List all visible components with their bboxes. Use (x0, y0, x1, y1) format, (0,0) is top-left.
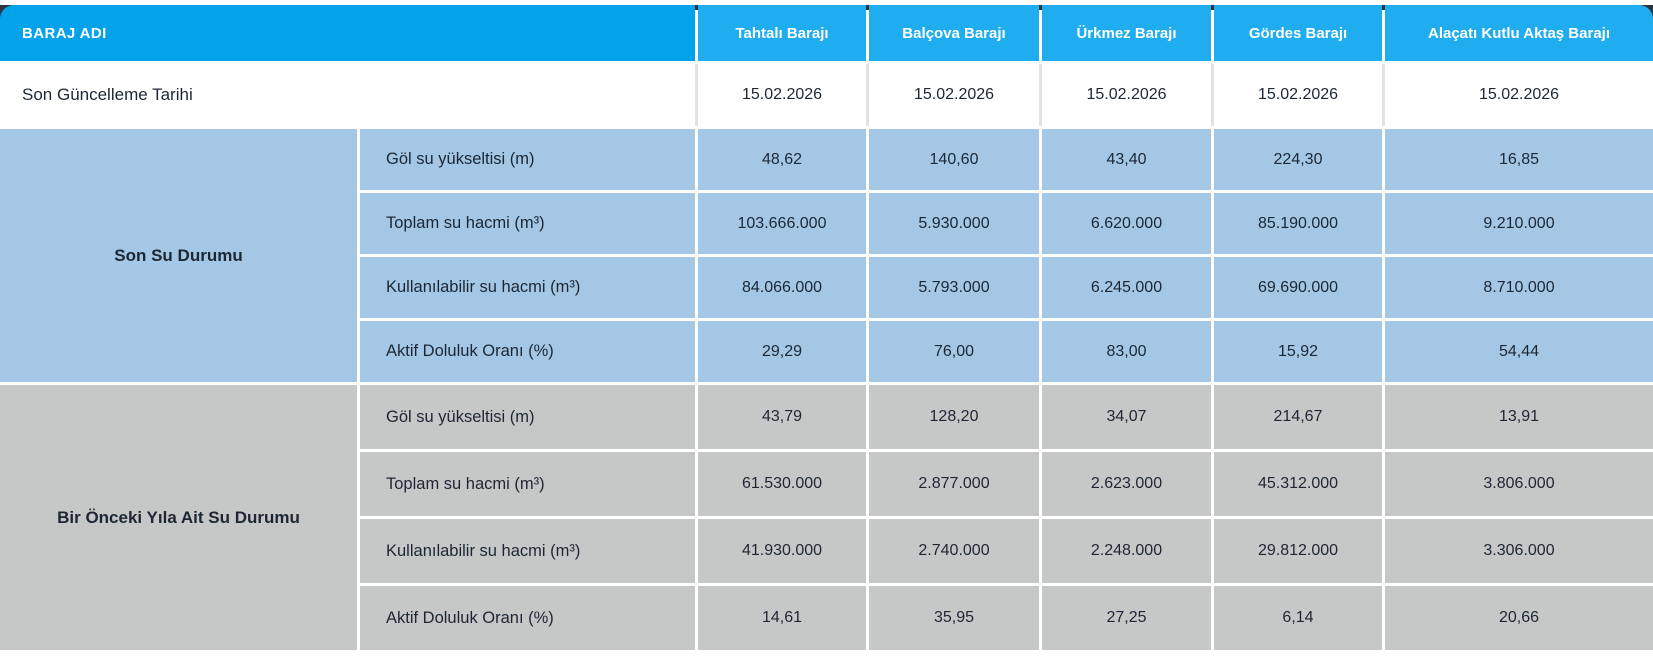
value-cell: 54,44 (1385, 321, 1653, 382)
update-date-value: 15.02.2026 (1042, 64, 1211, 126)
value-cell: 6,14 (1214, 586, 1382, 650)
value-cell: 20,66 (1385, 586, 1653, 650)
value-cell: 224,30 (1214, 129, 1382, 190)
value-cell: 2.248.000 (1042, 519, 1211, 583)
value-cell: 6.620.000 (1042, 193, 1211, 254)
metric-label: Aktif Doluluk Oranı (%) (360, 321, 695, 382)
value-cell: 43,79 (698, 385, 866, 449)
value-cell: 128,20 (869, 385, 1039, 449)
value-cell: 5.793.000 (869, 257, 1039, 318)
value-cell: 2.877.000 (869, 452, 1039, 516)
value-cell: 34,07 (1042, 385, 1211, 449)
header-cell-dam-balcova: Balçova Barajı (869, 5, 1039, 61)
value-cell: 83,00 (1042, 321, 1211, 382)
update-date-value: 15.02.2026 (698, 64, 866, 126)
value-cell: 140,60 (869, 129, 1039, 190)
value-cell: 103.666.000 (698, 193, 866, 254)
metric-label: Kullanılabilir su hacmi (m³) (360, 519, 695, 583)
value-cell: 45.312.000 (1214, 452, 1382, 516)
value-cell: 3.806.000 (1385, 452, 1653, 516)
header-cell-dam-urkmez: Ürkmez Barajı (1042, 5, 1211, 61)
value-cell: 3.306.000 (1385, 519, 1653, 583)
value-cell: 35,95 (869, 586, 1039, 650)
value-cell: 29,29 (698, 321, 866, 382)
value-cell: 6.245.000 (1042, 257, 1211, 318)
value-cell: 9.210.000 (1385, 193, 1653, 254)
header-cell-baraj-adi: BARAJ ADI (0, 5, 695, 61)
value-cell: 84.066.000 (698, 257, 866, 318)
value-cell: 69.690.000 (1214, 257, 1382, 318)
value-cell: 13,91 (1385, 385, 1653, 449)
value-cell: 85.190.000 (1214, 193, 1382, 254)
update-date-value: 15.02.2026 (1385, 64, 1653, 126)
value-cell: 41.930.000 (698, 519, 866, 583)
metric-label: Aktif Doluluk Oranı (%) (360, 586, 695, 650)
value-cell: 48,62 (698, 129, 866, 190)
header-cell-dam-alacati: Alaçatı Kutlu Aktaş Barajı (1385, 5, 1653, 61)
value-cell: 2.740.000 (869, 519, 1039, 583)
metric-label: Göl su yükseltisi (m) (360, 129, 695, 190)
value-cell: 76,00 (869, 321, 1039, 382)
value-cell: 29.812.000 (1214, 519, 1382, 583)
metric-label: Toplam su hacmi (m³) (360, 452, 695, 516)
section-title-previous-year: Bir Önceki Yıla Ait Su Durumu (0, 385, 357, 650)
header-cell-dam-gordes: Gördes Barajı (1214, 5, 1382, 61)
value-cell: 16,85 (1385, 129, 1653, 190)
header-cell-dam-tahtali: Tahtalı Barajı (698, 5, 866, 61)
value-cell: 14,61 (698, 586, 866, 650)
value-cell: 27,25 (1042, 586, 1211, 650)
metric-label: Toplam su hacmi (m³) (360, 193, 695, 254)
update-date-label: Son Güncelleme Tarihi (0, 64, 695, 126)
value-cell: 214,67 (1214, 385, 1382, 449)
value-cell: 8.710.000 (1385, 257, 1653, 318)
value-cell: 43,40 (1042, 129, 1211, 190)
metric-label: Göl su yükseltisi (m) (360, 385, 695, 449)
dam-status-table: BARAJ ADI Tahtalı Barajı Balçova Barajı … (0, 5, 1653, 650)
dam-status-table-page: BARAJ ADI Tahtalı Barajı Balçova Barajı … (0, 5, 1653, 665)
update-date-value: 15.02.2026 (869, 64, 1039, 126)
value-cell: 5.930.000 (869, 193, 1039, 254)
section-title-current: Son Su Durumu (0, 129, 357, 382)
metric-label: Kullanılabilir su hacmi (m³) (360, 257, 695, 318)
value-cell: 61.530.000 (698, 452, 866, 516)
value-cell: 15,92 (1214, 321, 1382, 382)
update-date-value: 15.02.2026 (1214, 64, 1382, 126)
value-cell: 2.623.000 (1042, 452, 1211, 516)
